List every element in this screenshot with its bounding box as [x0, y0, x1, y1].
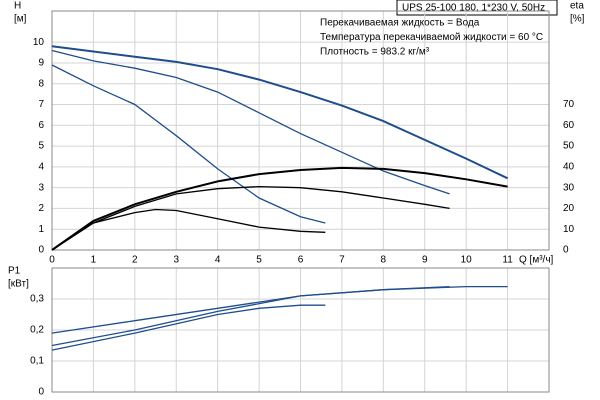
y2-tick-label: 70 [563, 99, 575, 110]
x-tick-label: 3 [173, 255, 179, 266]
y2-axis-label: [%] [570, 14, 585, 25]
x-tick-label: 0 [49, 255, 55, 266]
plot-frame [51, 10, 550, 251]
annotation: Перекачиваемая жидкость = Вода [320, 18, 480, 29]
x-tick-label: 9 [422, 255, 428, 266]
y2-tick-label: 40 [563, 162, 575, 173]
series-line [51, 49, 450, 195]
y2-axis-label: eta [570, 1, 584, 12]
y-tick-label: 7 [38, 99, 44, 110]
series-line [51, 208, 326, 251]
y-tick-label: 8 [38, 78, 44, 89]
header-box [396, 0, 558, 16]
x-tick-label: 1 [91, 255, 97, 266]
series-line [51, 285, 508, 334]
series-line [51, 304, 326, 351]
y2-tick-label: 60 [563, 120, 575, 131]
y2-tick-label: 10 [563, 224, 575, 235]
x-axis-label: Q [м³/ч] [519, 255, 554, 266]
y-tick-label: 2 [38, 203, 44, 214]
x-tick-label: 8 [381, 255, 387, 266]
y-tick-label: 0,1 [30, 356, 44, 367]
series-line [51, 166, 508, 251]
series-line [51, 45, 509, 180]
y-tick-label: 9 [38, 58, 44, 69]
y-tick-label: 3 [38, 182, 44, 193]
y-axis-label: P1 [8, 266, 21, 277]
x-tick-label: 10 [461, 255, 473, 266]
x-tick-label: 5 [256, 255, 262, 266]
annotation: Плотность = 983.2 кг/м³ [320, 47, 430, 58]
series-line [51, 64, 326, 224]
y-tick-label: 10 [33, 37, 45, 48]
y-tick-label: 0 [38, 387, 44, 398]
y2-tick-label: 0 [563, 245, 569, 256]
y-tick-label: 0 [38, 245, 44, 256]
x-tick-label: 6 [298, 255, 304, 266]
y2-tick-label: 50 [563, 141, 575, 152]
y-tick-label: 4 [38, 162, 44, 173]
x-tick-label: 11 [502, 255, 513, 266]
x-tick-label: 2 [132, 255, 138, 266]
y-axis-label: [кВт] [8, 279, 29, 290]
y-axis-label: [м] [14, 14, 27, 25]
y-axis-label: H [14, 1, 21, 12]
x-tick-label: 7 [339, 255, 345, 266]
series-line [51, 185, 450, 251]
plot-frame [51, 267, 550, 393]
y-tick-label: 1 [38, 224, 44, 235]
y-tick-label: 5 [38, 141, 44, 152]
y2-tick-label: 20 [563, 203, 575, 214]
x-tick-label: 4 [215, 255, 221, 266]
y-tick-label: 0,2 [30, 325, 44, 336]
series-line [51, 285, 450, 347]
y2-tick-label: 30 [563, 182, 575, 193]
annotation: Температура перекачиваемой жидкости = 60… [320, 32, 543, 43]
y-tick-label: 0,3 [30, 294, 44, 305]
chart-title: UPS 25-100 180, 1*230 V, 50Hz [402, 3, 545, 14]
y-tick-label: 6 [38, 120, 44, 131]
